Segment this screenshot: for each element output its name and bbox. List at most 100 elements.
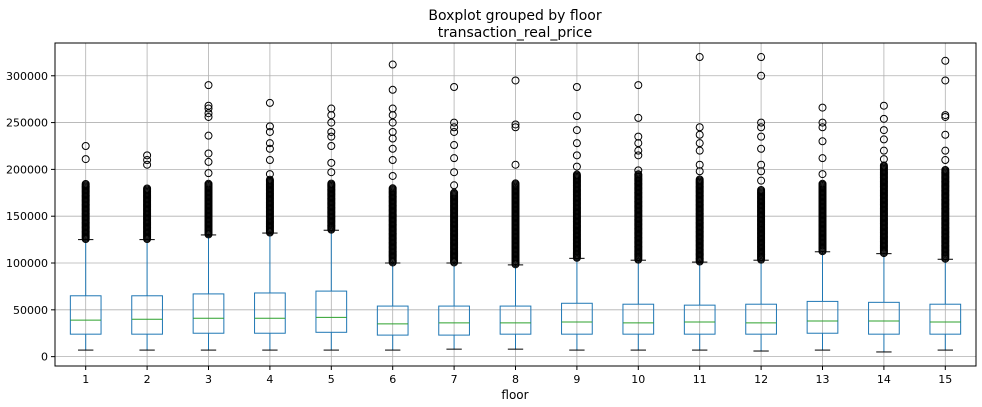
outlier-point (327, 168, 336, 177)
box-floor-7 (438, 83, 470, 350)
outlier-point (450, 181, 459, 190)
x-tick-label: 14 (877, 373, 891, 386)
outlier-point (757, 53, 766, 62)
box-floor-6 (376, 60, 409, 351)
outlier-point (941, 130, 950, 139)
iqr-box (131, 295, 163, 335)
y-tick-label: 100000 (6, 257, 48, 270)
outlier-point (327, 179, 336, 188)
y-tick-label: 50000 (13, 304, 48, 317)
outlier-point (511, 76, 520, 85)
x-tick-label: 1 (82, 373, 89, 386)
outlier-point (327, 104, 336, 113)
outlier-point (204, 101, 213, 110)
iqr-box (683, 304, 716, 335)
outlier-point (634, 132, 643, 141)
outlier-point (204, 104, 213, 113)
box-floor-12 (745, 53, 777, 352)
outlier-point (695, 123, 704, 132)
y-tick-label: 150000 (6, 210, 48, 223)
x-tick-label: 2 (144, 373, 151, 386)
x-tick-label: 4 (266, 373, 273, 386)
outlier-point (634, 166, 643, 175)
outlier-point (388, 104, 397, 113)
box-floor-4 (254, 98, 286, 351)
x-tick-label: 7 (451, 373, 458, 386)
box-floor-10 (622, 81, 655, 351)
outlier-point (818, 170, 827, 179)
iqr-box (929, 303, 962, 335)
outlier-point (572, 151, 581, 160)
outlier-point (879, 114, 888, 123)
outlier-point (81, 179, 90, 188)
outlier-point (81, 155, 90, 164)
outlier-point (634, 113, 643, 122)
outlier-point (388, 184, 397, 193)
iqr-box (192, 293, 225, 334)
outlier-point (572, 139, 581, 148)
outlier-point (204, 81, 213, 90)
outlier-point (450, 141, 459, 150)
outlier-point (941, 56, 950, 65)
outlier-point (143, 151, 152, 160)
outlier-point (81, 141, 90, 150)
x-tick-label: 3 (205, 373, 212, 386)
outlier-point (941, 156, 950, 165)
outlier-point (388, 127, 397, 136)
box-floor-14 (868, 101, 900, 353)
outlier-point (757, 71, 766, 80)
outlier-point (757, 123, 766, 132)
outlier-point (634, 151, 643, 160)
outlier-point (450, 83, 459, 92)
outlier-point (265, 139, 274, 148)
box-floor-1 (69, 141, 102, 351)
chart-title: Boxplot grouped by floor (428, 8, 601, 24)
outlier-point (511, 179, 520, 188)
box-floor-5 (315, 104, 348, 351)
outlier-point (204, 179, 213, 188)
outlier-point (327, 127, 336, 136)
outlier-point (388, 60, 397, 69)
iqr-box (622, 303, 655, 335)
outlier-point (941, 165, 950, 174)
iqr-box (376, 305, 409, 336)
outlier-point (818, 118, 827, 127)
outlier-point (450, 168, 459, 177)
outlier-point (879, 161, 888, 170)
iqr-box (806, 300, 839, 334)
outlier-point (879, 135, 888, 144)
outlier-point (388, 144, 397, 153)
outlier-point (143, 156, 152, 165)
outlier-point (204, 169, 213, 178)
x-tick-label: 10 (631, 373, 645, 386)
outlier-point (143, 184, 152, 193)
outlier-point (757, 118, 766, 127)
outlier-point (450, 123, 459, 132)
outlier-point (572, 112, 581, 121)
outlier-point (265, 175, 274, 184)
outlier-point (879, 155, 888, 164)
x-tick-label: 8 (512, 373, 519, 386)
outlier-point (879, 101, 888, 110)
outlier-point (265, 144, 274, 153)
box-floor-9 (561, 83, 593, 351)
outlier-point (695, 175, 704, 184)
box-floor-3 (192, 81, 225, 351)
outlier-point (879, 126, 888, 135)
box-floor-2 (131, 151, 163, 351)
y-tick-label: 250000 (6, 117, 48, 130)
outlier-point (757, 160, 766, 169)
x-tick-label: 12 (754, 373, 768, 386)
iqr-box (254, 292, 286, 334)
outlier-point (695, 160, 704, 169)
box-floor-15 (929, 56, 962, 351)
outlier-point (572, 83, 581, 92)
outlier-point (757, 185, 766, 194)
outlier-point (388, 156, 397, 165)
y-tick-label: 300000 (6, 70, 48, 83)
x-axis-label: floor (501, 388, 528, 402)
outlier-point (941, 146, 950, 155)
outlier-point (818, 179, 827, 188)
outlier-point (757, 176, 766, 185)
